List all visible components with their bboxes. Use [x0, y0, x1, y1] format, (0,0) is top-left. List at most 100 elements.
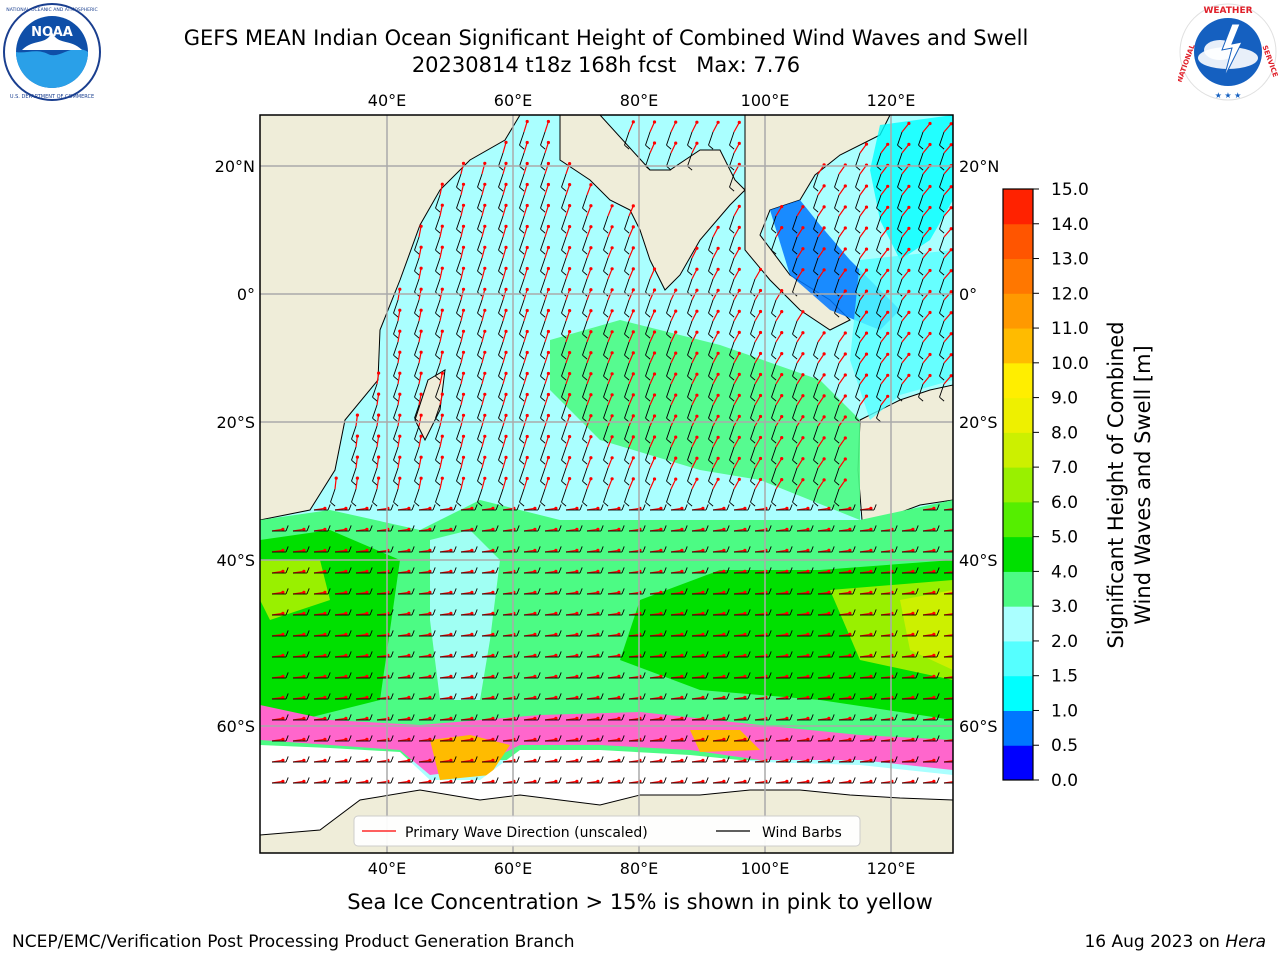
colorbar-tick-label: 0.0	[1051, 771, 1078, 791]
wind-barb-flag	[705, 546, 709, 553]
wave-arrow-head	[575, 779, 579, 784]
wave-arrow-head	[674, 351, 678, 355]
wave-direction-arrow	[481, 268, 486, 280]
wave-arrow-head	[365, 716, 369, 721]
wind-barb-shaft	[729, 341, 735, 356]
wave-arrow-head	[440, 182, 444, 186]
wave-arrow-head	[631, 330, 635, 334]
wind-barb-flag	[435, 249, 441, 255]
wave-arrow-head	[617, 674, 621, 679]
wave-direction-arrow	[838, 227, 846, 238]
wave-direction-arrow	[691, 247, 698, 259]
wave-arrow-head	[323, 527, 327, 532]
wind-barb-shaft	[540, 320, 546, 335]
wave-arrow-head	[801, 373, 805, 377]
wind-barb-flag	[600, 651, 604, 658]
wave-arrow-head	[801, 268, 805, 272]
wind-barb-shaft	[435, 362, 441, 377]
wave-direction-arrow	[397, 415, 401, 427]
wave-arrow-head	[407, 506, 411, 510]
wind-barb-flag	[411, 714, 415, 721]
wind-barb-shaft	[561, 299, 567, 314]
wind-barb-flag	[834, 228, 840, 234]
wave-arrow-head	[716, 246, 720, 250]
wave-arrow-head	[848, 779, 852, 784]
wind-barb-flag	[603, 270, 609, 276]
wind-barb-flag	[726, 588, 730, 595]
wind-barb-flag	[855, 333, 861, 339]
wave-arrow-head	[575, 527, 579, 532]
lon-label: 60°E	[494, 91, 532, 110]
wave-arrow-head	[886, 289, 890, 293]
wave-arrow-head	[589, 267, 593, 271]
wind-barb-flag	[285, 651, 289, 658]
wave-arrow-head	[398, 434, 402, 438]
wave-direction-arrow	[859, 395, 867, 406]
wind-barb-flag	[768, 651, 772, 658]
wave-arrow-head	[785, 674, 789, 679]
wind-barb-flag	[495, 567, 499, 574]
land-se-asia	[744, 115, 891, 331]
wind-barb-flag	[939, 375, 945, 381]
wave-direction-arrow	[460, 478, 465, 490]
colorbar-tick-label: 1.5	[1051, 667, 1078, 687]
wave-direction-arrow	[796, 353, 804, 364]
wind-barb-flag	[768, 546, 772, 553]
wind-barb-shaft	[666, 299, 672, 314]
wind-barb-flag	[939, 186, 945, 192]
wave-arrow-head	[886, 394, 890, 398]
wind-barb-flag	[915, 756, 919, 763]
wind-barb-flag	[813, 501, 819, 507]
wind-barb-flag	[453, 735, 457, 742]
wave-direction-arrow	[523, 352, 528, 364]
wave-arrow-head	[806, 506, 810, 510]
wind-barb-shaft	[834, 278, 840, 293]
wind-barb-flag	[624, 333, 630, 339]
wind-barb-flag	[519, 186, 525, 192]
wind-barb-shaft	[498, 341, 504, 356]
wind-barb-flag	[771, 249, 777, 255]
wave-arrow-head	[302, 737, 306, 742]
wave-direction-arrow	[733, 122, 740, 133]
wind-barb-flag	[771, 375, 777, 381]
wind-barb-shaft	[414, 425, 420, 440]
wave-arrow-head	[932, 611, 936, 616]
wind-barb-flag	[579, 777, 583, 784]
wind-barb-shaft	[561, 236, 567, 251]
wave-arrow-head	[546, 224, 551, 229]
wave-arrow-head	[525, 161, 529, 166]
wave-arrow-head	[470, 758, 474, 763]
wind-barb-flag	[729, 186, 735, 192]
wave-arrow-head	[659, 716, 663, 721]
wave-arrow-head	[428, 632, 432, 637]
wind-barb-shaft	[897, 320, 903, 335]
wave-arrow-head	[949, 374, 953, 378]
wind-barb-flag	[474, 609, 478, 616]
wind-barb-shaft	[666, 320, 672, 335]
wind-barb-shaft	[918, 257, 924, 272]
wave-arrow-head	[652, 456, 657, 460]
wave-direction-arrow	[544, 247, 549, 259]
wind-barb-flag	[792, 459, 798, 465]
wind-barb-flag	[726, 756, 730, 763]
wind-barb-flag	[789, 525, 793, 532]
wind-barb-flag	[642, 735, 646, 742]
wave-arrow-head	[440, 245, 444, 249]
wind-barb-flag	[918, 312, 924, 318]
wave-arrow-head	[953, 759, 956, 762]
wind-barb-flag	[958, 651, 960, 657]
wind-barb-flag	[390, 546, 394, 553]
wind-barb-shaft	[666, 131, 672, 146]
wind-barb-shaft	[603, 257, 609, 272]
wave-arrow-head	[827, 590, 831, 595]
wave-arrow-head	[483, 266, 487, 270]
wind-barb-flag	[414, 396, 420, 402]
wave-direction-arrow	[481, 163, 486, 175]
colorbar-segment	[1003, 362, 1033, 399]
wave-direction-arrow	[859, 374, 867, 385]
wind-barb-flag	[915, 609, 919, 616]
wind-barb-shaft	[729, 299, 735, 314]
wind-barb-flag	[411, 777, 415, 784]
wave-direction-arrow	[817, 458, 825, 469]
wind-barb-flag	[435, 459, 441, 465]
